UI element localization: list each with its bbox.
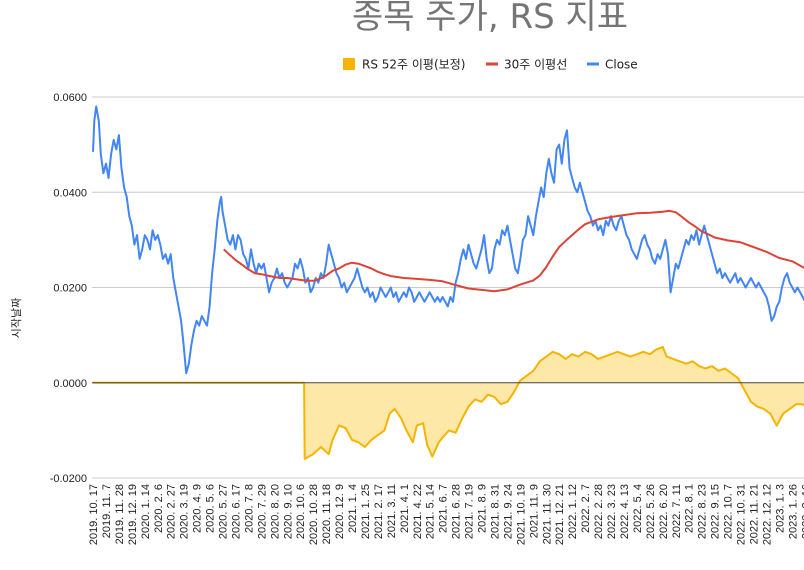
x-tick-label: 2022. 12. 12 <box>761 484 773 545</box>
x-tick-label: 2021. 1. 25 <box>360 484 372 539</box>
x-tick-label: 2022. 6. 20 <box>658 484 670 539</box>
x-tick-label: 2021. 10. 19 <box>515 484 527 545</box>
x-tick-label: 2022. 2. 7 <box>580 484 592 533</box>
x-tick-label: 2022. 8. 23 <box>697 484 709 539</box>
x-tick-label: 2021. 6. 7 <box>438 484 450 533</box>
x-tick-label: 2021. 1. 4 <box>347 484 359 533</box>
x-tick-label: 2020. 9. 10 <box>282 484 294 539</box>
series-close-line <box>92 105 804 375</box>
x-tick-label: 2021. 3. 11 <box>386 484 398 538</box>
x-tick-label: 2021. 6. 28 <box>451 484 463 539</box>
x-tick-label: 2021. 8. 9 <box>477 484 489 533</box>
x-tick-label: 2020. 5. 6 <box>205 484 217 533</box>
x-tick-label: 2022. 3. 23 <box>606 484 618 539</box>
y-tick-label: -0.0200 <box>50 473 87 485</box>
legend-label-rs: RS 52주 이평(보정) <box>362 58 465 72</box>
x-tick-label: 2021. 4. 22 <box>412 484 424 539</box>
plot-area <box>92 105 804 460</box>
x-tick-label: 2019. 11. 28 <box>114 484 126 544</box>
x-tick-label: 2020. 3. 19 <box>179 484 191 539</box>
x-tick-label: 2020. 7. 8 <box>243 484 255 533</box>
y-tick-label: 0.0000 <box>53 378 87 390</box>
x-tick-label: 2021. 4. 1 <box>399 484 411 533</box>
x-tick-label: 2019. 12. 19 <box>127 484 139 545</box>
x-tick-label: 2020. 2. 6 <box>153 484 165 533</box>
x-tick-label: 2021. 8. 31 <box>489 484 501 539</box>
chart-title: 종목 주가, RS 지표 <box>352 0 628 37</box>
x-tick-label: 2022. 10. 7 <box>723 484 735 539</box>
x-tick-label: 2022. 8. 1 <box>684 484 696 533</box>
x-tick-label: 2020. 2. 27 <box>166 484 178 539</box>
legend-label-close: Close <box>605 58 638 72</box>
x-tick-label: 2020. 5. 27 <box>218 484 230 539</box>
y-axis-title: 시작날짜 <box>10 298 23 338</box>
x-tick-label: 2023. 1. 26 <box>787 484 799 539</box>
x-tick-label: 2023. 2. 16 <box>800 484 804 539</box>
x-tick-label: 2022. 2. 28 <box>593 484 605 539</box>
x-tick-label: 2020. 4. 9 <box>192 484 204 533</box>
x-tick-label: 2022. 5. 26 <box>645 484 657 539</box>
x-tick-label: 2020. 11. 18 <box>321 484 333 544</box>
x-tick-label: 2020. 6. 17 <box>230 484 242 539</box>
x-tick-label: 2023. 1. 3 <box>774 484 786 533</box>
x-axis: 2019. 10. 17 2019. 11. 7 2019. 11. 28 2019.… <box>88 484 804 545</box>
x-tick-label: 2020. 1. 14 <box>140 484 152 539</box>
x-tick-label: 2020. 10. 6 <box>295 484 307 539</box>
legend-label-ma: 30주 이평선 <box>504 58 567 72</box>
y-axis: 0.0600 0.0400 0.0200 0.0000 -0.0200 <box>50 92 87 485</box>
x-tick-label: 2022. 4. 13 <box>619 484 631 539</box>
x-tick-label: 2022. 7. 11 <box>671 484 683 538</box>
legend: RS 52주 이평(보정) 30주 이평선 Close <box>343 58 638 72</box>
y-tick-label: 0.0200 <box>53 283 87 295</box>
series-rs-area <box>93 347 804 459</box>
x-tick-label: 2020. 10. 28 <box>308 484 320 545</box>
x-tick-label: 2020. 8. 20 <box>269 484 281 539</box>
x-tick-label: 2021. 7. 19 <box>464 484 476 539</box>
x-tick-label: 2021. 9. 24 <box>502 484 514 539</box>
series-rs-line <box>93 346 804 460</box>
legend-swatch-rs <box>343 58 355 70</box>
x-tick-label: 2022. 11. 21 <box>748 484 760 544</box>
y-tick-label: 0.0600 <box>53 92 87 104</box>
y-tick-label: 0.0400 <box>53 187 87 199</box>
x-tick-label: 2020. 7. 29 <box>256 484 268 539</box>
x-tick-label: 2019. 11. 7 <box>101 484 113 538</box>
x-tick-label: 2022. 10. 31 <box>736 484 748 545</box>
x-tick-label: 2021. 12. 21 <box>554 484 566 545</box>
x-tick-label: 2022. 1. 12 <box>567 484 579 539</box>
x-tick-label: 2021. 2. 17 <box>373 484 385 539</box>
x-tick-label: 2022. 9. 15 <box>710 484 722 539</box>
x-tick-label: 2022. 5. 4 <box>632 484 644 533</box>
x-tick-label: 2020. 12. 9 <box>334 484 346 539</box>
x-tick-label: 2021. 11. 9 <box>528 484 540 538</box>
x-tick-label: 2021. 5. 14 <box>425 484 437 539</box>
x-tick-label: 2021. 11. 30 <box>541 484 553 544</box>
series-ma-line <box>223 209 804 293</box>
x-tick-label: 2019. 10. 17 <box>88 484 100 545</box>
